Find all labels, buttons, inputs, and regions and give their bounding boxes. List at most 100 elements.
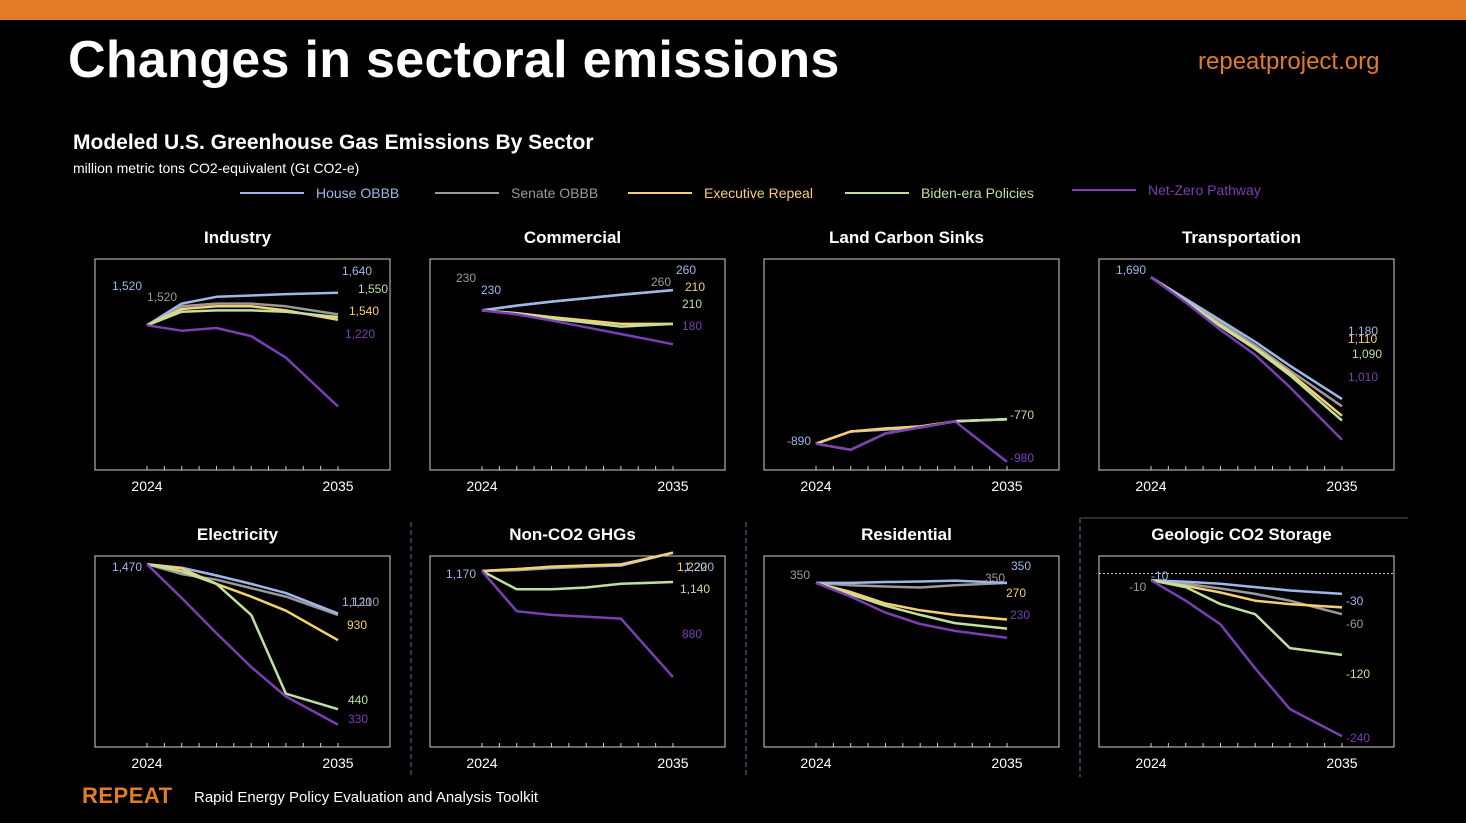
panel-title: Transportation	[1182, 228, 1301, 247]
data-label: -60	[1346, 617, 1364, 631]
x-tick-label: 2024	[466, 755, 497, 771]
data-label: 1,690	[1116, 263, 1146, 277]
panel-frame	[1098, 555, 1395, 748]
site-link[interactable]: repeatproject.org	[1198, 48, 1380, 75]
panel-frame	[94, 555, 391, 748]
series-line-net-zero-pathway	[815, 420, 1008, 463]
data-label: 180	[682, 319, 702, 333]
series-line-biden-era-policies	[815, 581, 1008, 630]
data-label: 1,520	[112, 279, 142, 293]
legend-label: Net-Zero Pathway	[1148, 182, 1261, 198]
panel-title: Electricity	[197, 525, 279, 544]
panel-title: Industry	[204, 228, 272, 247]
x-tick-label: 2035	[991, 755, 1022, 771]
data-label: -10	[1151, 569, 1169, 583]
series-line-net-zero-pathway	[815, 581, 1008, 640]
series-line-biden-era-policies	[481, 569, 674, 591]
series-line-biden-era-policies	[1150, 579, 1343, 657]
panel-frame	[1098, 258, 1395, 471]
data-label: 880	[682, 627, 702, 641]
data-label: 270	[1006, 586, 1026, 600]
series-line-executive-repeal	[146, 562, 339, 642]
data-label: -120	[1346, 667, 1370, 681]
x-tick-label: 2024	[1135, 478, 1166, 494]
data-label: 1,470	[112, 560, 142, 574]
page-title: Changes in sectoral emissions	[68, 31, 840, 89]
legend-item-netzero: Net-Zero Pathway	[1072, 182, 1261, 198]
series-line-house-obbb	[1150, 579, 1343, 596]
data-label: 1,540	[349, 304, 379, 318]
accent-top-bar	[0, 0, 1466, 20]
series-line-biden-era-policies	[146, 562, 339, 711]
legend-item-house: House OBBB	[240, 185, 399, 201]
series-line-house-obbb	[146, 291, 339, 327]
data-label: 930	[347, 618, 367, 632]
x-tick-label: 2035	[1326, 755, 1357, 771]
data-label: -980	[1010, 451, 1034, 465]
legend-label: Biden-era Policies	[921, 185, 1034, 201]
data-label: -30	[1346, 594, 1364, 608]
series-line-house-obbb	[816, 579, 1008, 585]
series-line-senate-obbb	[1150, 579, 1343, 616]
series-line-senate-obbb	[146, 562, 339, 617]
x-tick-label: 2024	[1135, 755, 1166, 771]
panel-geologic-co2-storage: Geologic CO2 Storage 2024 2035 -10 -10 -30 -60…	[1098, 525, 1395, 771]
panel-title: Commercial	[524, 228, 621, 247]
legend: House OBBB Senate OBBB Executive Repeal …	[0, 182, 1466, 215]
panel-industry: Industry 2024 2035 1,520 1,520 1,640 1,550 1,54…	[94, 228, 391, 494]
x-tick-label: 2024	[800, 755, 831, 771]
data-label: 1,120	[342, 595, 372, 609]
data-label: 350	[790, 568, 810, 582]
series-line-net-zero-pathway	[481, 309, 674, 346]
chart-title: Modeled U.S. Greenhouse Gas Emissions By…	[73, 131, 594, 154]
data-label: 260	[676, 263, 696, 277]
x-tick-label: 2035	[657, 478, 688, 494]
data-label: 1,170	[446, 567, 476, 581]
panel-frame	[763, 258, 1060, 471]
data-label: 440	[348, 693, 368, 707]
legend-label: Senate OBBB	[511, 185, 599, 201]
data-label: -10	[1129, 580, 1147, 594]
data-label: 230	[456, 271, 476, 285]
x-tick-label: 2024	[800, 478, 831, 494]
data-label: 210	[682, 297, 702, 311]
panel-title: Residential	[861, 525, 952, 544]
data-label: 350	[985, 571, 1005, 585]
data-label: 230	[481, 283, 501, 297]
x-tick-label: 2024	[131, 755, 162, 771]
data-label: -240	[1346, 731, 1370, 745]
data-label: 330	[348, 712, 368, 726]
data-label: 1,110	[1348, 332, 1377, 346]
series-line-house-obbb	[481, 288, 674, 312]
panel-frame	[94, 258, 391, 471]
legend-label: House OBBB	[316, 185, 400, 201]
panel-frame	[429, 258, 726, 471]
data-label: 1,140	[680, 582, 710, 596]
panel-frame	[429, 555, 726, 748]
series-line-executive-repeal	[1150, 579, 1343, 609]
series-line-biden-era-policies	[146, 309, 339, 327]
footer-tagline: Rapid Energy Policy Evaluation and Analy…	[194, 789, 539, 806]
panel-title: Non-CO2 GHGs	[509, 525, 636, 544]
data-label: 1,110	[350, 595, 379, 609]
data-label: 1,220	[345, 327, 375, 341]
series-line-house-obbb	[1150, 276, 1343, 401]
series-line-net-zero-pathway	[146, 563, 339, 726]
data-label: 1,220	[677, 560, 707, 574]
legend-item-senate: Senate OBBB	[435, 185, 598, 201]
data-label: 1,640	[342, 264, 372, 278]
x-tick-label: 2035	[322, 478, 353, 494]
series-line-executive-repeal	[481, 551, 674, 573]
panel-frame	[763, 555, 1060, 748]
data-label: 260	[651, 275, 671, 289]
data-label: 210	[685, 280, 705, 294]
data-label: 1,550	[358, 282, 388, 296]
data-label: -770	[1010, 408, 1034, 422]
data-label: -890	[787, 434, 811, 448]
panel-commercial: Commercial 2024 2035 230 230 260 260 210 210 180	[429, 228, 726, 494]
